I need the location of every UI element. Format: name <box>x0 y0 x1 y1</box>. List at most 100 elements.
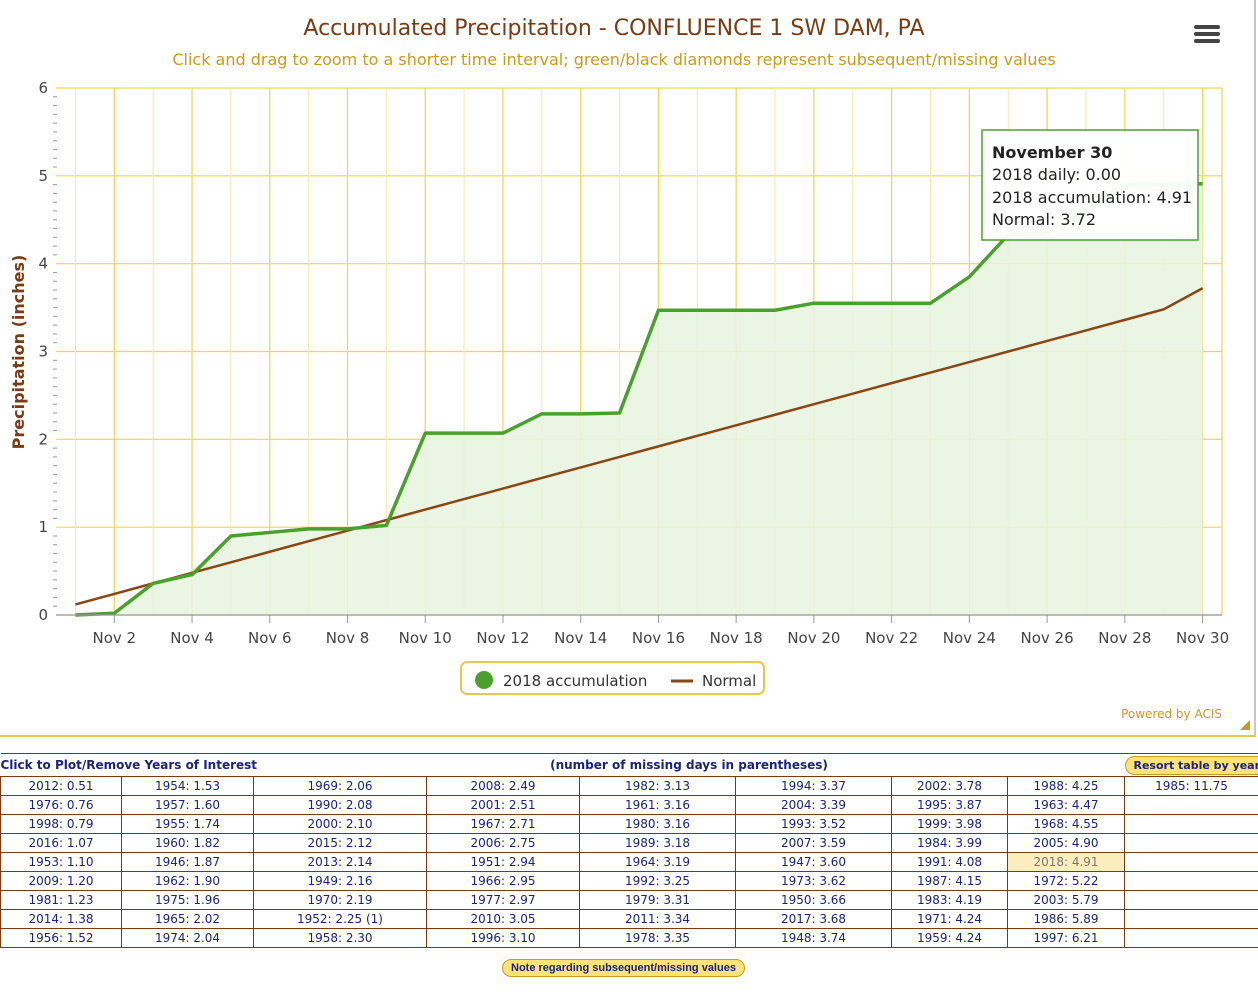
year-cell[interactable]: 1947: 3.60 <box>735 852 892 872</box>
accumulation-point[interactable] <box>1200 181 1206 187</box>
year-cell[interactable]: 2008: 2.49 <box>426 776 580 796</box>
normal-point[interactable] <box>422 507 428 513</box>
year-cell[interactable]: 2007: 3.59 <box>735 833 892 853</box>
legend-item-2018[interactable]: 2018 accumulation <box>475 671 647 690</box>
year-cell[interactable]: 2013: 2.14 <box>253 852 427 872</box>
normal-point[interactable] <box>306 538 312 544</box>
year-cell[interactable]: 2004: 3.39 <box>735 795 892 815</box>
year-cell[interactable]: 1973: 3.62 <box>735 871 892 891</box>
year-cell[interactable]: 1995: 3.87 <box>891 795 1008 815</box>
normal-point[interactable] <box>694 433 700 439</box>
normal-point[interactable] <box>1005 349 1011 355</box>
normal-point[interactable] <box>617 454 623 460</box>
year-cell[interactable]: 1968: 4.55 <box>1007 814 1125 834</box>
year-cell[interactable]: 1949: 2.16 <box>253 871 427 891</box>
year-cell[interactable]: 1960: 1.82 <box>121 833 254 853</box>
year-cell[interactable]: 2001: 2.51 <box>426 795 580 815</box>
year-cell[interactable]: 2002: 3.78 <box>891 776 1008 796</box>
normal-point[interactable] <box>72 601 78 607</box>
year-cell[interactable]: 1997: 6.21 <box>1007 928 1125 948</box>
normal-point[interactable] <box>733 422 739 428</box>
normal-point[interactable] <box>1161 306 1167 312</box>
normal-point[interactable] <box>1044 338 1050 344</box>
year-cell[interactable]: 1990: 2.08 <box>253 795 427 815</box>
year-cell[interactable]: 1950: 3.66 <box>735 890 892 910</box>
year-cell[interactable]: 2009: 1.20 <box>0 871 122 891</box>
normal-point[interactable] <box>345 528 351 534</box>
normal-point[interactable] <box>539 475 545 481</box>
normal-point[interactable] <box>1200 285 1206 291</box>
accumulation-point[interactable] <box>772 307 778 313</box>
normal-point[interactable] <box>150 580 156 586</box>
year-cell[interactable]: 1976: 0.76 <box>0 795 122 815</box>
accumulation-point[interactable] <box>694 307 700 313</box>
normal-point[interactable] <box>267 549 273 555</box>
accumulation-point[interactable] <box>306 526 312 532</box>
accumulation-point[interactable] <box>966 274 972 280</box>
chart-svg[interactable]: Accumulated Precipitation - CONFLUENCE 1… <box>0 0 1256 737</box>
year-cell[interactable]: 1980: 3.16 <box>579 814 736 834</box>
year-cell[interactable]: 1953: 1.10 <box>0 852 122 872</box>
normal-point[interactable] <box>966 359 972 365</box>
accumulation-point[interactable] <box>811 300 817 306</box>
year-cell[interactable]: 1984: 3.99 <box>891 833 1008 853</box>
year-cell[interactable]: 2015: 2.12 <box>253 833 427 853</box>
normal-point[interactable] <box>383 517 389 523</box>
accumulation-point[interactable] <box>733 307 739 313</box>
normal-point[interactable] <box>889 380 895 386</box>
year-cell[interactable]: 1965: 2.02 <box>121 909 254 929</box>
year-cell[interactable]: 1987: 4.15 <box>891 871 1008 891</box>
accumulation-point[interactable] <box>889 300 895 306</box>
normal-point[interactable] <box>500 486 506 492</box>
normal-point[interactable] <box>655 443 661 449</box>
accumulation-point[interactable] <box>267 529 273 535</box>
year-cell[interactable]: 1971: 4.24 <box>891 909 1008 929</box>
resort-by-year-button[interactable]: Resort table by year <box>1124 755 1258 775</box>
year-cell[interactable]: 1955: 1.74 <box>121 814 254 834</box>
normal-point[interactable] <box>578 464 584 470</box>
year-cell[interactable]: 1994: 3.37 <box>735 776 892 796</box>
year-cell[interactable]: 1962: 1.90 <box>121 871 254 891</box>
year-cell[interactable]: 2016: 1.07 <box>0 833 122 853</box>
year-cell[interactable]: 1966: 2.95 <box>426 871 580 891</box>
year-cell[interactable]: 1998: 0.79 <box>0 814 122 834</box>
year-cell[interactable]: 1977: 2.97 <box>426 890 580 910</box>
normal-point[interactable] <box>928 370 934 376</box>
year-cell[interactable]: 2010: 3.05 <box>426 909 580 929</box>
year-cell[interactable]: 1970: 2.19 <box>253 890 427 910</box>
year-cell[interactable]: 1948: 3.74 <box>735 928 892 948</box>
accumulation-point[interactable] <box>422 430 428 436</box>
year-cell[interactable]: 1975: 1.96 <box>121 890 254 910</box>
year-cell[interactable]: 1969: 2.06 <box>253 776 427 796</box>
year-cell[interactable]: 2017: 3.68 <box>735 909 892 929</box>
normal-point[interactable] <box>850 391 856 397</box>
year-cell[interactable]: 1986: 5.89 <box>1007 909 1125 929</box>
year-cell[interactable]: 2000: 2.10 <box>253 814 427 834</box>
year-cell[interactable]: 1959: 4.24 <box>891 928 1008 948</box>
normal-point[interactable] <box>772 412 778 418</box>
year-cell[interactable]: 1989: 3.18 <box>579 833 736 853</box>
normal-point[interactable] <box>1083 327 1089 333</box>
legend[interactable]: 2018 accumulation Normal <box>460 661 765 695</box>
normal-line[interactable] <box>75 287 1204 606</box>
normal-point[interactable] <box>1122 317 1128 323</box>
accumulation-point[interactable] <box>578 411 584 417</box>
note-missing-values-label[interactable]: Note regarding subsequent/missing values <box>502 959 745 977</box>
year-cell[interactable]: 2014: 1.38 <box>0 909 122 929</box>
normal-point[interactable] <box>811 401 817 407</box>
year-cell[interactable]: 1967: 2.71 <box>426 814 580 834</box>
accumulation-point[interactable] <box>383 522 389 528</box>
year-cell[interactable]: 1957: 1.60 <box>121 795 254 815</box>
year-cell[interactable]: 1981: 1.23 <box>0 890 122 910</box>
year-cell[interactable]: 1952: 2.25 (1) <box>253 909 427 929</box>
year-cell[interactable]: 1983: 4.19 <box>891 890 1008 910</box>
year-cell[interactable]: 1993: 3.52 <box>735 814 892 834</box>
year-cell[interactable]: 1979: 3.31 <box>579 890 736 910</box>
year-cell[interactable]: 1996: 3.10 <box>426 928 580 948</box>
accumulation-point[interactable] <box>500 430 506 436</box>
resize-handle-icon[interactable] <box>1240 720 1250 730</box>
normal-point[interactable] <box>461 496 467 502</box>
year-cell[interactable]: 2003: 5.79 <box>1007 890 1125 910</box>
year-cell[interactable]: 1963: 4.47 <box>1007 795 1125 815</box>
year-cell[interactable]: 1956: 1.52 <box>0 928 122 948</box>
